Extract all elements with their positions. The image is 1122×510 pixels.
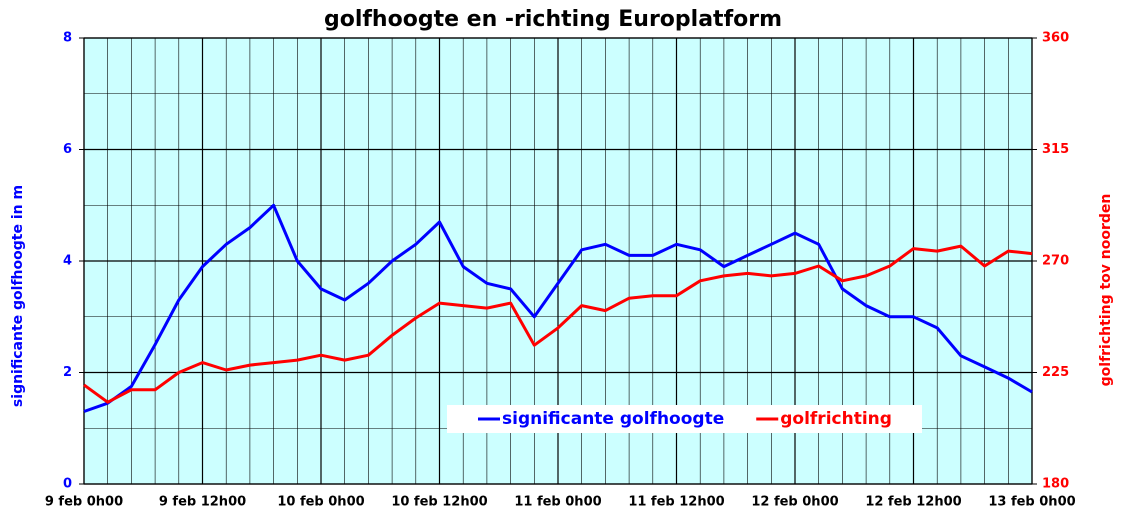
x-tick-label: 11 feb 0h00 <box>514 495 601 510</box>
y2-tick-label: 225 <box>1042 365 1069 380</box>
x-tick-label: 11 feb 12h00 <box>628 495 724 510</box>
x-tick-label: 12 feb 0h00 <box>751 495 838 510</box>
y2-tick-label: 270 <box>1042 254 1069 269</box>
legend-label: significante golfhoogte <box>502 409 724 429</box>
x-tick-label: 10 feb 12h00 <box>391 495 487 510</box>
x-tick-label: 9 feb 12h00 <box>159 495 246 510</box>
y-axis-label: significante golfhoogte in m <box>10 185 26 407</box>
y-tick-label: 8 <box>63 31 72 46</box>
x-tick-label: 12 feb 12h00 <box>865 495 961 510</box>
y-tick-label: 2 <box>63 365 72 380</box>
y-tick-label: 4 <box>63 254 72 269</box>
plot-border <box>83 37 1033 485</box>
x-tick-label: 10 feb 0h00 <box>277 495 364 510</box>
x-tick-label: 13 feb 0h00 <box>988 495 1075 510</box>
y2-axis-label: golfrichting tov noorden <box>1098 194 1114 387</box>
y2-tick-label: 315 <box>1042 142 1069 157</box>
legend-box <box>447 405 922 433</box>
x-tick-label: 9 feb 0h00 <box>45 495 123 510</box>
legend-label: golfrichting <box>780 409 892 429</box>
series-line <box>83 203 1033 413</box>
chart-title: golfhoogte en -richting Europlatform <box>324 7 782 32</box>
y-tick-label: 0 <box>63 477 72 492</box>
series-line <box>83 244 1033 404</box>
y2-tick-label: 360 <box>1042 31 1069 46</box>
y2-tick-label: 180 <box>1042 477 1069 492</box>
y-tick-label: 6 <box>63 142 72 157</box>
